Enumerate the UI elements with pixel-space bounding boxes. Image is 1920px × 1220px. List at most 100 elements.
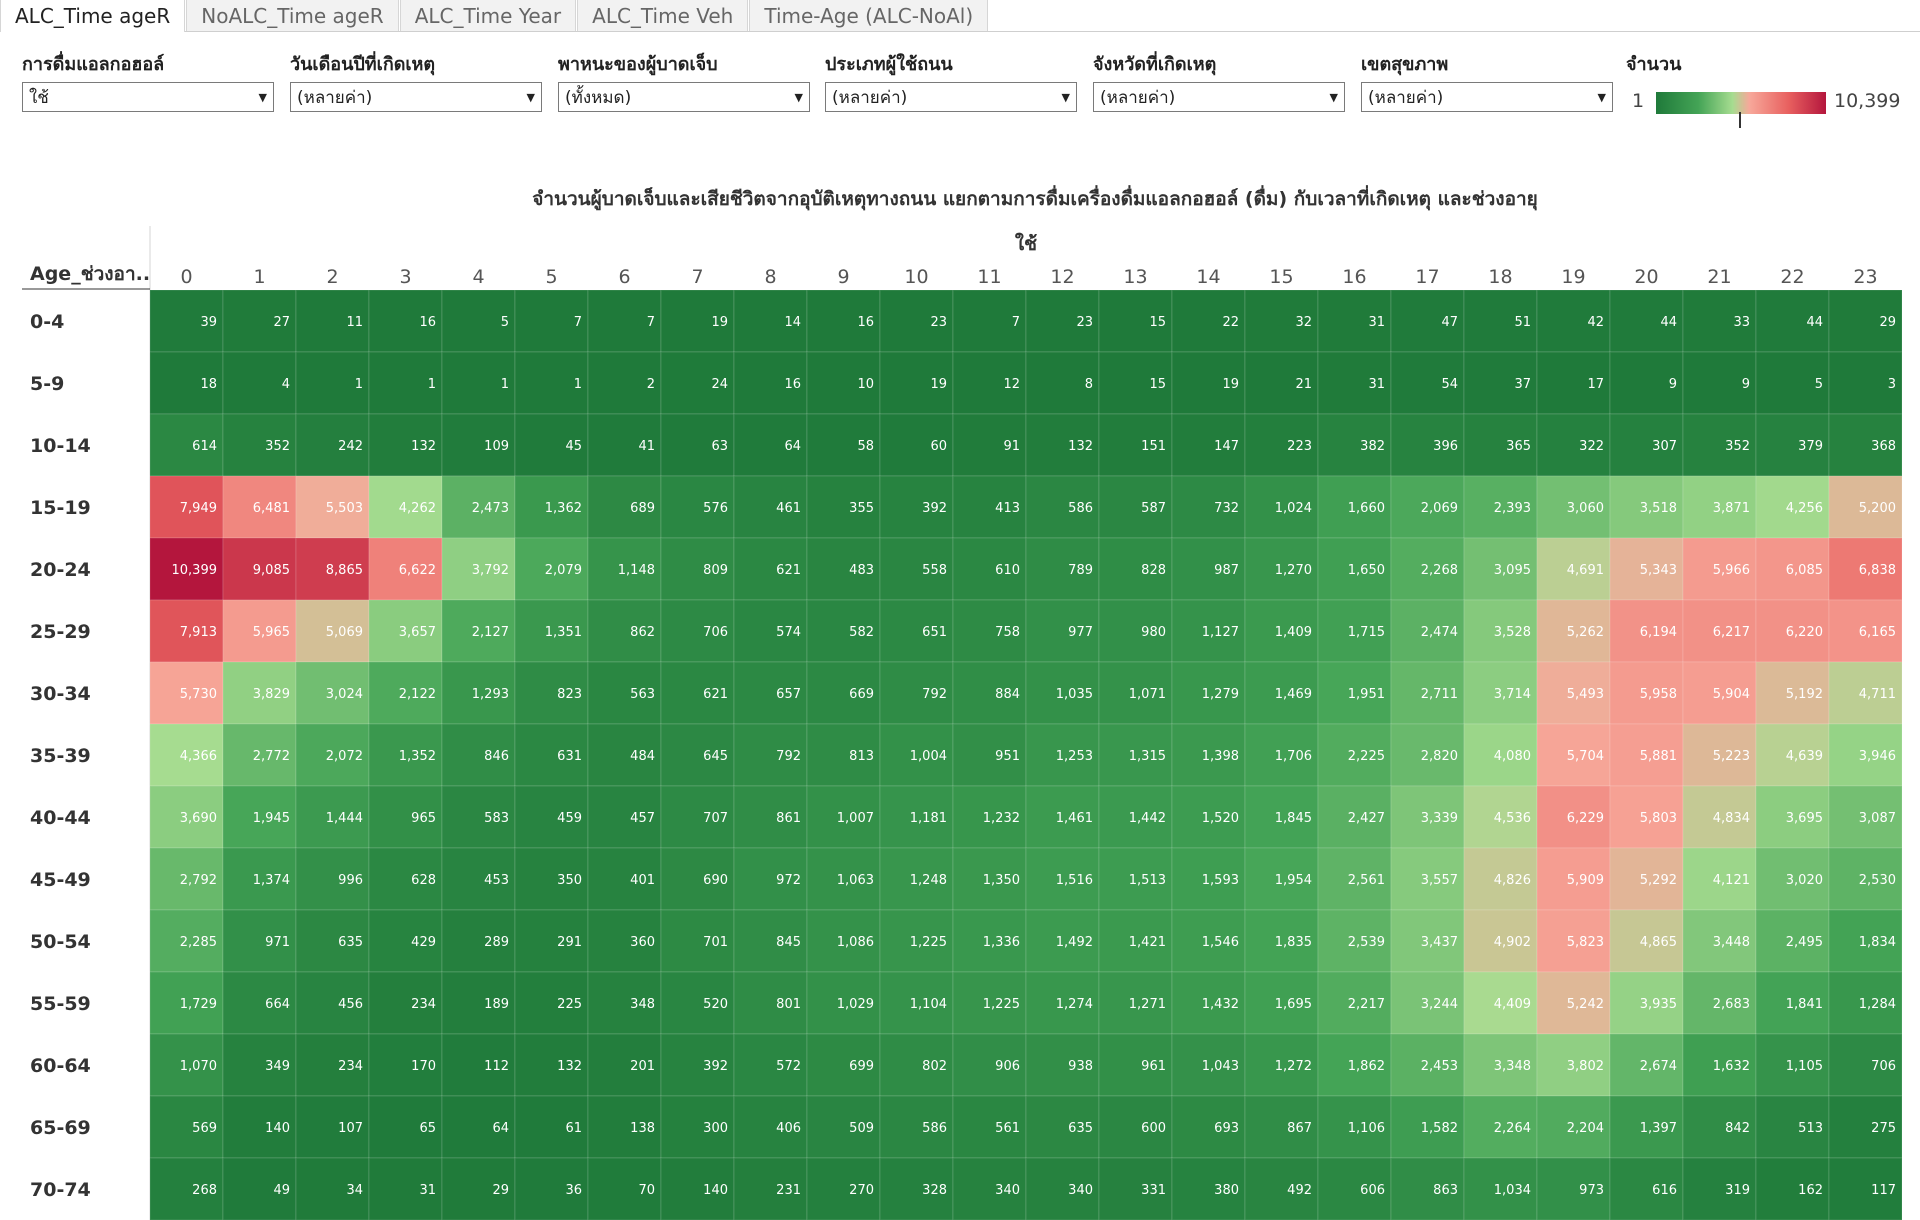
heatmap-cell xyxy=(1244,351,1319,415)
cell-value-label: 1,104 xyxy=(910,997,947,1012)
y-tick-label: 70-74 xyxy=(30,1179,91,1201)
heatmap-cell xyxy=(441,537,516,601)
heatmap-cell xyxy=(514,909,589,973)
heatmap-cell xyxy=(1025,1033,1100,1097)
heatmap-cell xyxy=(1317,413,1392,477)
heatmap-cell xyxy=(149,971,224,1035)
tab-1[interactable]: NoALC_Time ageR xyxy=(186,0,399,31)
filter-dropdown[interactable]: (ทั้งหมด) ▼ xyxy=(558,82,810,112)
cell-value-label: 348 xyxy=(630,997,655,1012)
cell-value-label: 4,080 xyxy=(1494,749,1531,764)
cell-value-label: 16 xyxy=(857,315,874,330)
cell-value-label: 3,087 xyxy=(1859,811,1896,826)
cell-value-label: 1,492 xyxy=(1056,935,1093,950)
cell-value-label: 483 xyxy=(849,563,874,578)
cell-value-label: 42 xyxy=(1587,315,1604,330)
heatmap-cell xyxy=(806,1157,881,1220)
cell-value-label: 669 xyxy=(849,687,874,702)
cell-value-label: 401 xyxy=(630,873,655,888)
cell-value-label: 5,881 xyxy=(1640,749,1677,764)
cell-value-label: 4,691 xyxy=(1567,563,1604,578)
tab-0[interactable]: ALC_Time ageR xyxy=(0,0,186,32)
cell-value-label: 1,279 xyxy=(1202,687,1239,702)
cell-value-label: 27 xyxy=(273,315,290,330)
cell-value-label: 223 xyxy=(1287,439,1312,454)
cell-value-label: 961 xyxy=(1141,1059,1166,1074)
cell-value-label: 1,284 xyxy=(1859,997,1896,1012)
cell-value-label: 792 xyxy=(922,687,947,702)
cell-value-label: 396 xyxy=(1433,439,1458,454)
cell-value-label: 8,865 xyxy=(326,563,363,578)
heatmap-cell xyxy=(514,475,589,539)
x-tick-label: 13 xyxy=(1123,266,1147,288)
filter-dropdown[interactable]: ใช้ ▼ xyxy=(22,82,274,112)
cell-value-label: 19 xyxy=(930,377,947,392)
heatmap-cell xyxy=(1463,1157,1538,1220)
heatmap-cell xyxy=(1025,847,1100,911)
heatmap-cell xyxy=(952,661,1027,725)
heatmap-cell xyxy=(1463,475,1538,539)
tab-2[interactable]: ALC_Time Year xyxy=(399,0,577,31)
filter-dropdown[interactable]: (หลายค่า) ▼ xyxy=(1093,82,1345,112)
heatmap-cell xyxy=(1536,289,1611,353)
cell-value-label: 1,442 xyxy=(1129,811,1166,826)
cell-value-label: 509 xyxy=(849,1121,874,1136)
heatmap-cell xyxy=(733,847,808,911)
heatmap-cell xyxy=(1536,723,1611,787)
heatmap-cell xyxy=(806,785,881,849)
filter-dropdown[interactable]: (หลายค่า) ▼ xyxy=(1361,82,1613,112)
filter-dropdown[interactable]: (หลายค่า) ▼ xyxy=(825,82,1077,112)
cell-value-label: 4,834 xyxy=(1713,811,1750,826)
cell-value-label: 10 xyxy=(857,377,874,392)
heatmap-cell xyxy=(1463,971,1538,1035)
cell-value-label: 3,024 xyxy=(326,687,363,702)
heatmap-cell xyxy=(1244,475,1319,539)
cell-value-label: 973 xyxy=(1579,1183,1604,1198)
cell-value-label: 1,127 xyxy=(1202,625,1239,640)
tab-3[interactable]: ALC_Time Veh xyxy=(577,0,749,31)
heatmap-cell xyxy=(879,785,954,849)
x-tick-label: 4 xyxy=(472,266,484,288)
cell-value-label: 2,474 xyxy=(1421,625,1458,640)
cell-value-label: 631 xyxy=(557,749,582,764)
cell-value-label: 31 xyxy=(1368,377,1385,392)
x-tick-label: 12 xyxy=(1050,266,1074,288)
heatmap-cell xyxy=(1682,413,1757,477)
cell-value-label: 1,706 xyxy=(1275,749,1312,764)
cell-value-label: 1,106 xyxy=(1348,1121,1385,1136)
heatmap-cell xyxy=(1244,1095,1319,1159)
cell-value-label: 1,593 xyxy=(1202,873,1239,888)
heatmap-cell xyxy=(1025,351,1100,415)
cell-value-label: 31 xyxy=(1368,315,1385,330)
cell-value-label: 5,503 xyxy=(326,501,363,516)
cell-value-label: 5,965 xyxy=(253,625,290,640)
cell-value-label: 15 xyxy=(1149,377,1166,392)
cell-value-label: 1,272 xyxy=(1275,1059,1312,1074)
filter-dropdown[interactable]: (หลายค่า) ▼ xyxy=(290,82,542,112)
heatmap-cell xyxy=(1317,1157,1392,1220)
cell-value-label: 3,448 xyxy=(1713,935,1750,950)
cell-value-label: 170 xyxy=(411,1059,436,1074)
x-tick-label: 8 xyxy=(764,266,776,288)
heatmap-cell xyxy=(222,599,297,663)
tab-4[interactable]: Time-Age (ALC-NoAl) xyxy=(749,0,989,31)
heatmap-cell xyxy=(1828,1095,1903,1159)
heatmap-cell xyxy=(1755,1033,1830,1097)
cell-value-label: 1,148 xyxy=(618,563,655,578)
heatmap-cell xyxy=(952,785,1027,849)
cell-value-label: 1,350 xyxy=(983,873,1020,888)
cell-value-label: 1,834 xyxy=(1859,935,1896,950)
cell-value-label: 5,823 xyxy=(1567,935,1604,950)
heatmap-cell xyxy=(1828,785,1903,849)
filter-label: จังหวัดที่เกิดเหตุ xyxy=(1093,54,1217,75)
heatmap-cell xyxy=(952,475,1027,539)
cell-value-label: 6,229 xyxy=(1567,811,1604,826)
cell-value-label: 1,362 xyxy=(545,501,582,516)
heatmap-cell xyxy=(1682,971,1757,1035)
cell-value-label: 6,085 xyxy=(1786,563,1823,578)
heatmap-cell xyxy=(1682,909,1757,973)
cell-value-label: 5,909 xyxy=(1567,873,1604,888)
cell-value-label: 7 xyxy=(647,315,655,330)
cell-value-label: 138 xyxy=(630,1121,655,1136)
heatmap-cell xyxy=(1390,537,1465,601)
